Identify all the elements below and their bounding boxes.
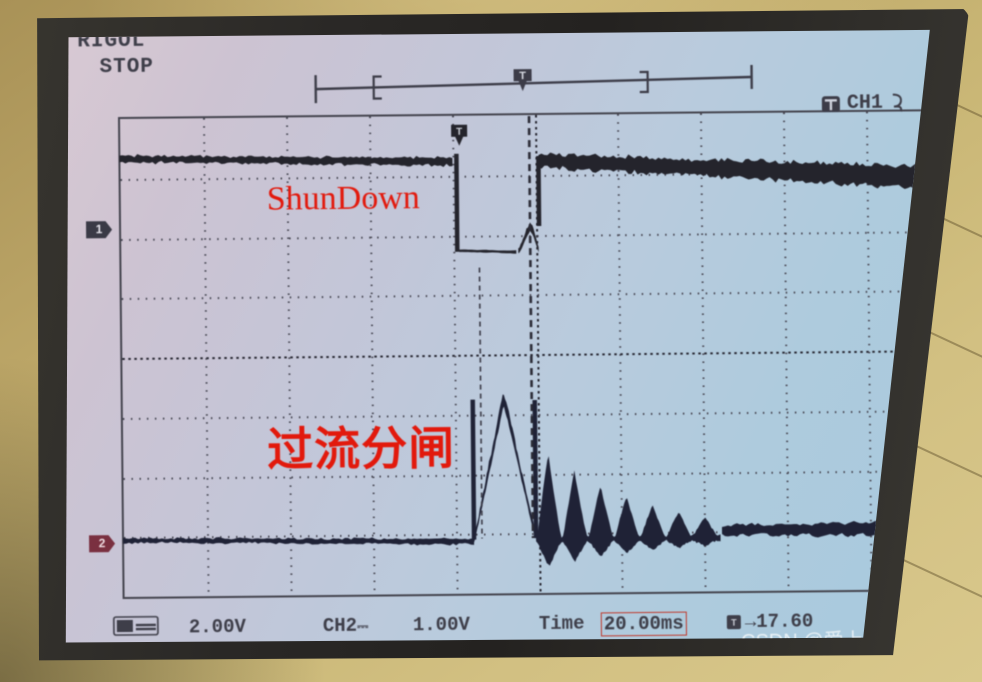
svg-text:T: T <box>456 127 462 138</box>
